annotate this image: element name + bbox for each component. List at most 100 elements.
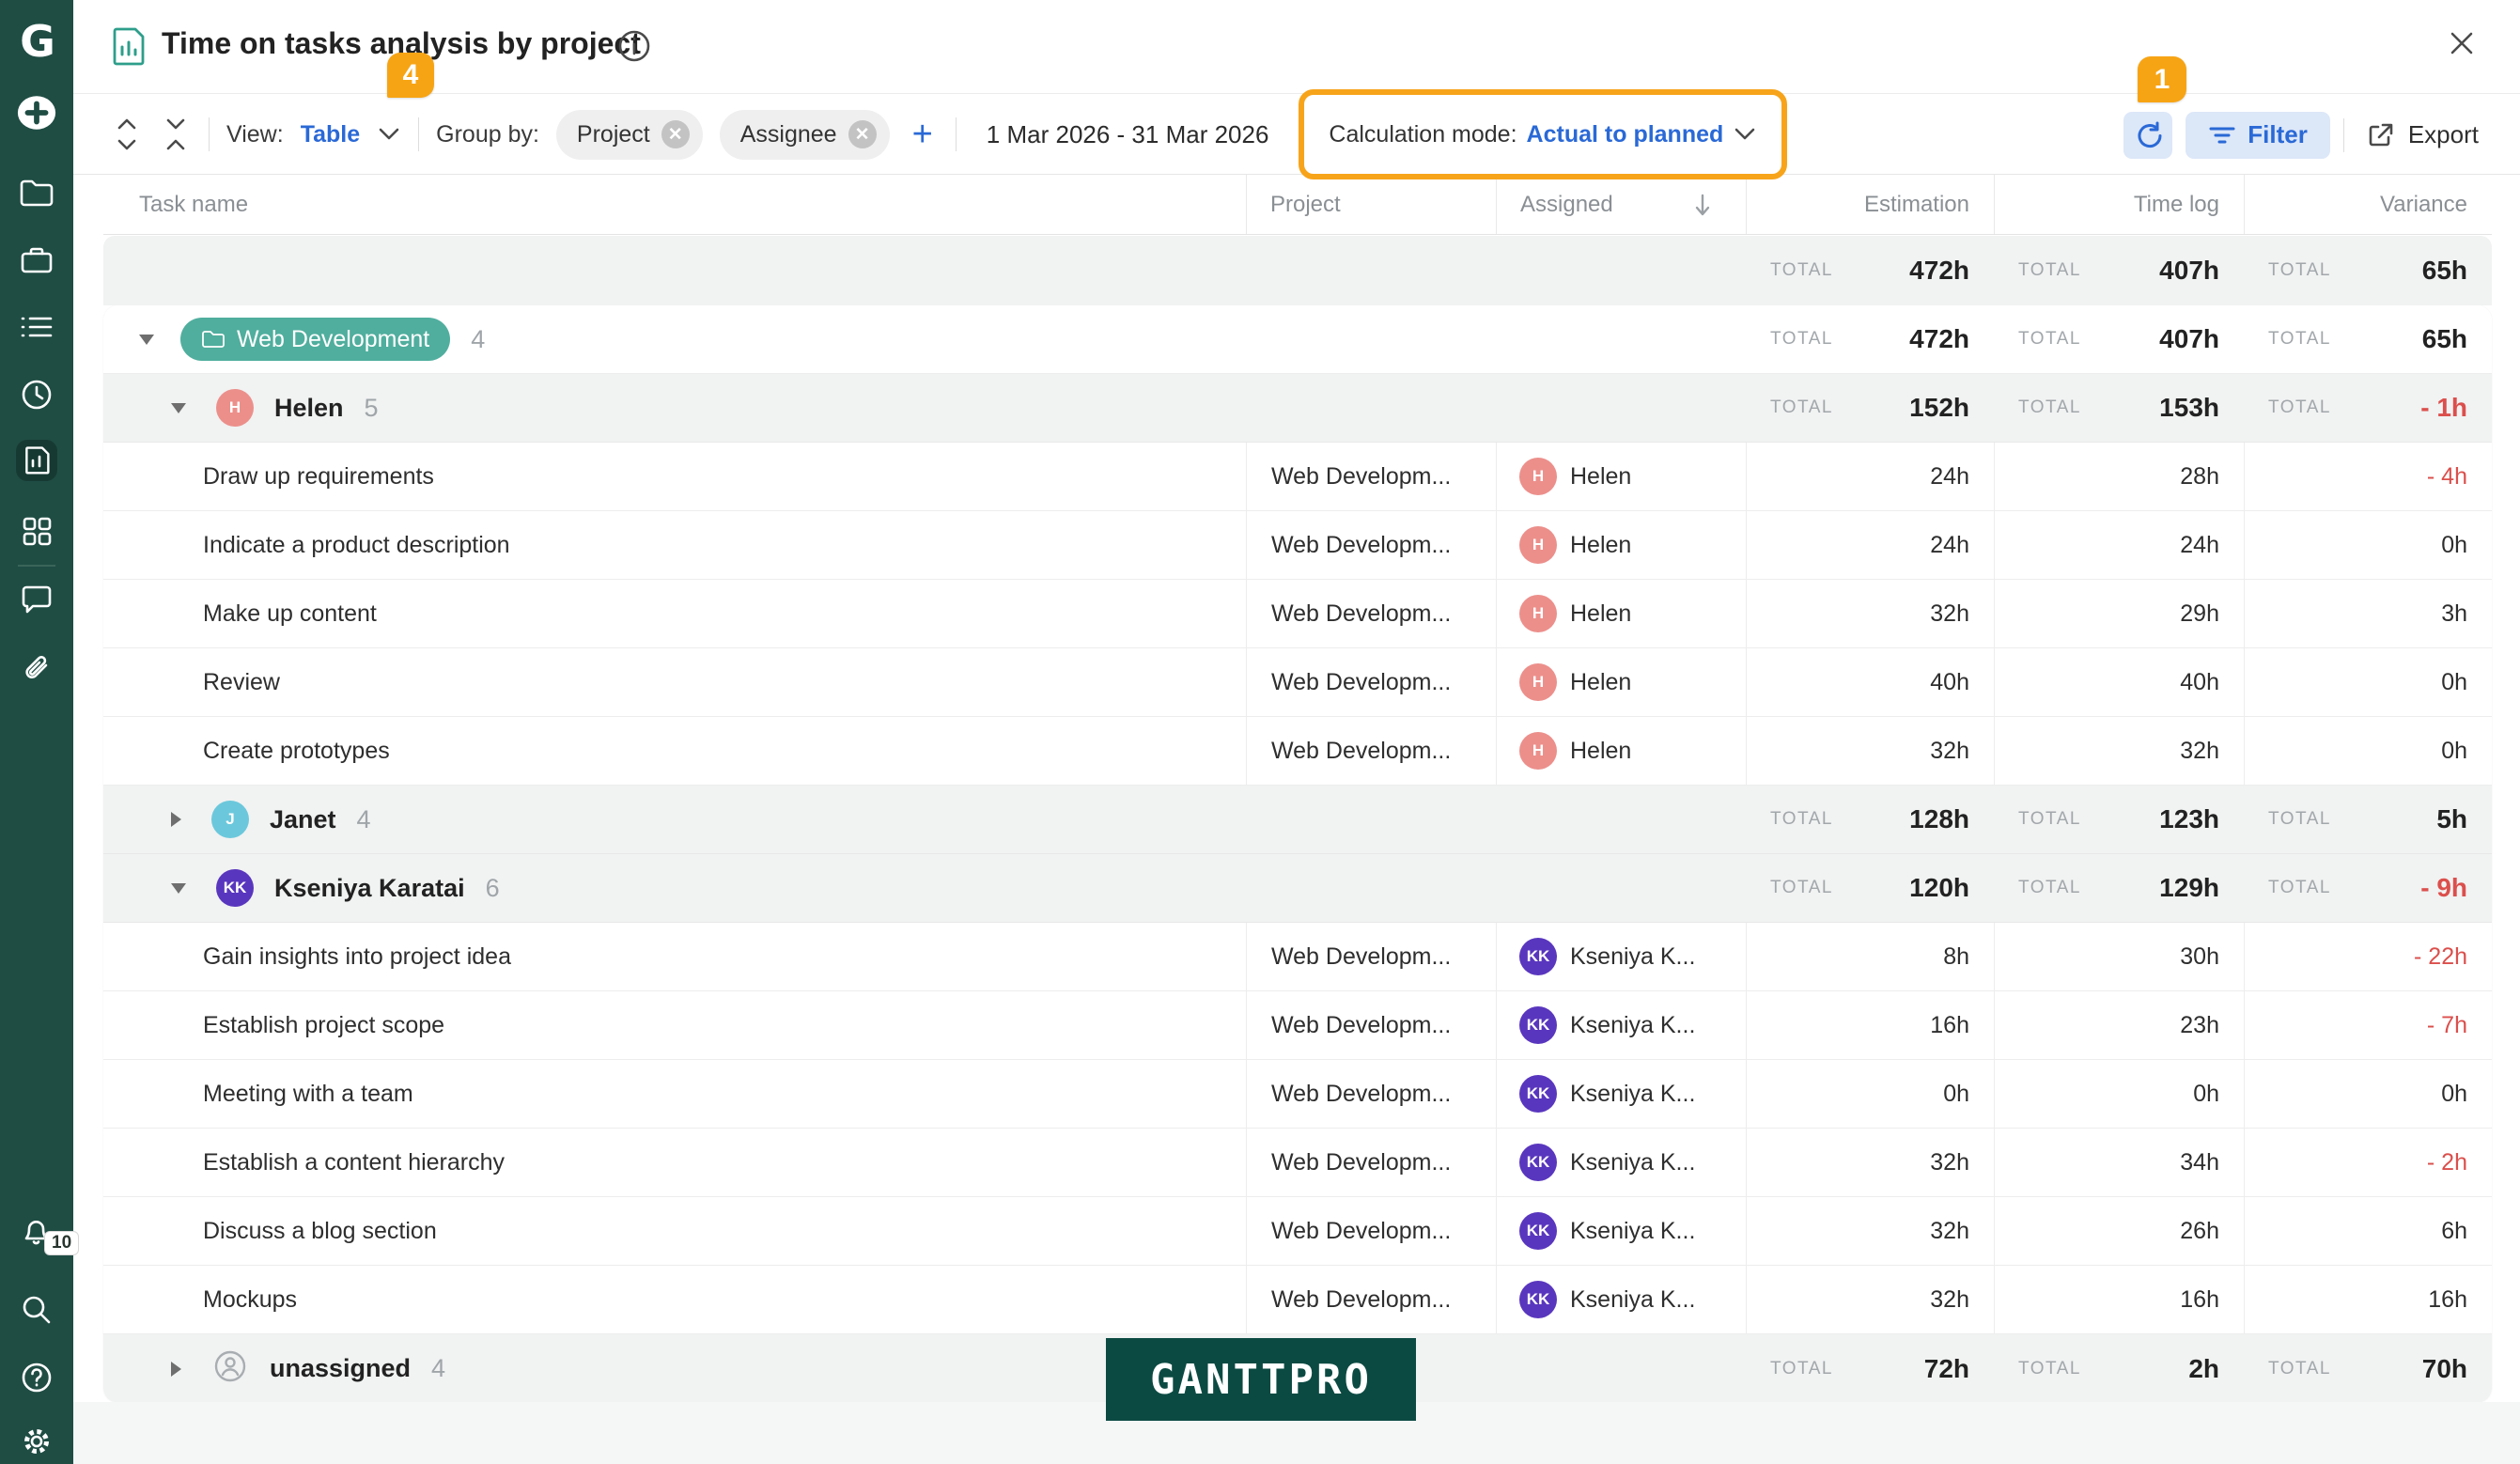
task-assignee-cell: H Helen bbox=[1496, 648, 1746, 716]
person-group-cell: H Helen 5 bbox=[103, 374, 1746, 442]
sidebar-item-notifications[interactable]: 10 bbox=[16, 1210, 80, 1255]
project-group-cell: Web Development 4 bbox=[103, 305, 1746, 373]
expand-caret-icon[interactable] bbox=[171, 812, 181, 827]
grid-icon bbox=[23, 517, 52, 546]
sidebar-divider bbox=[18, 565, 55, 567]
group-row-person[interactable]: KK Kseniya Karatai 6 TOTAL 120h TOTAL 129h TOTA… bbox=[103, 854, 2492, 923]
task-time-log-cell: 0h bbox=[1994, 1060, 2244, 1128]
assignee-name: Kseniya K... bbox=[1570, 942, 1696, 970]
project-pill[interactable]: Web Development bbox=[180, 318, 451, 361]
refresh-button[interactable] bbox=[2123, 111, 2173, 159]
column-header-task-name[interactable]: Task name bbox=[139, 191, 249, 217]
sidebar-item-tasks[interactable] bbox=[16, 306, 57, 348]
sidebar-item-comments[interactable] bbox=[16, 579, 57, 620]
total-value: 123h bbox=[2159, 804, 2219, 833]
assignee: KK Kseniya K... bbox=[1497, 1212, 1695, 1250]
task-row[interactable]: Draw up requirements Web Developm... H Hele… bbox=[103, 443, 2492, 511]
group-row-project[interactable]: Web Development 4 TOTAL 472h TOTAL 407h TOTAL 6… bbox=[103, 305, 2492, 374]
expand-all-button[interactable] bbox=[111, 115, 143, 154]
calculation-mode-highlight: Calculation mode: Actual to planned bbox=[1299, 89, 1788, 179]
column-header-assigned[interactable]: Assigned bbox=[1496, 175, 1746, 234]
person-name: Kseniya Karatai bbox=[274, 873, 465, 902]
collapse-caret-icon[interactable] bbox=[139, 334, 154, 345]
export-button[interactable]: Export bbox=[2357, 120, 2486, 150]
collapse-caret-icon[interactable] bbox=[171, 882, 186, 894]
sidebar-item-portfolio[interactable] bbox=[16, 240, 57, 281]
assignee: H Helen bbox=[1497, 732, 1631, 770]
task-name-cell: Gain insights into project idea bbox=[203, 942, 511, 970]
info-icon[interactable] bbox=[616, 28, 652, 64]
task-row[interactable]: Establish a content hierarchy Web Develop… bbox=[103, 1129, 2492, 1197]
sidebar-item-search[interactable] bbox=[16, 1289, 57, 1331]
task-variance-cell: 0h bbox=[2244, 511, 2492, 579]
sidebar-item-projects[interactable] bbox=[16, 172, 57, 213]
total-value: 472h bbox=[1909, 324, 1969, 353]
column-header-time-log[interactable]: Time log bbox=[2133, 191, 2219, 217]
task-name-cell: Indicate a product description bbox=[203, 531, 510, 558]
column-header-variance[interactable]: Variance bbox=[2380, 191, 2467, 217]
sidebar-item-workspaces[interactable] bbox=[16, 510, 57, 552]
total-value: 2h bbox=[2188, 1353, 2219, 1383]
total-label: TOTAL bbox=[2268, 329, 2331, 349]
assignee-name: Helen bbox=[1570, 668, 1632, 695]
table-header: Task name Project Assigned Estimation Ti… bbox=[103, 175, 2492, 235]
task-row[interactable]: Gain insights into project idea Web Devel… bbox=[103, 923, 2492, 991]
group-total-estimation: TOTAL 472h bbox=[1746, 305, 1994, 373]
chevron-down-icon[interactable] bbox=[1733, 126, 1757, 143]
person-name: Helen bbox=[274, 393, 344, 422]
add-button[interactable] bbox=[16, 92, 57, 133]
total-label: TOTAL bbox=[1770, 329, 1833, 349]
remove-chip-icon[interactable]: ✕ bbox=[661, 120, 690, 148]
task-row[interactable]: Meeting with a team Web Developm... KK Ksen… bbox=[103, 1060, 2492, 1129]
collapse-all-button[interactable] bbox=[160, 115, 192, 154]
task-project-cell: Web Developm... bbox=[1246, 511, 1496, 579]
task-row[interactable]: Review Web Developm... H Helen 40h 40h 0h bbox=[103, 648, 2492, 717]
sort-desc-icon[interactable] bbox=[1693, 193, 1712, 217]
view-selector[interactable]: Table bbox=[300, 120, 361, 148]
task-project-cell: Web Developm... bbox=[1246, 1266, 1496, 1333]
calculation-mode-value[interactable]: Actual to planned bbox=[1526, 120, 1724, 148]
expand-all-icon bbox=[117, 118, 136, 150]
avatar: H bbox=[1519, 595, 1557, 632]
assignee: KK Kseniya K... bbox=[1497, 1281, 1695, 1318]
chevron-down-icon[interactable] bbox=[377, 126, 401, 143]
task-name-cell: Make up content bbox=[203, 600, 377, 627]
collapse-caret-icon[interactable] bbox=[171, 402, 186, 413]
filter-button[interactable]: Filter bbox=[2186, 111, 2330, 159]
sidebar-item-time-tracking[interactable] bbox=[16, 374, 57, 415]
task-row[interactable]: Establish project scope Web Developm... KK… bbox=[103, 991, 2492, 1060]
question-icon bbox=[22, 1363, 52, 1393]
sidebar-item-settings[interactable] bbox=[16, 1421, 57, 1462]
task-project-cell: Web Developm... bbox=[1246, 923, 1496, 990]
remove-chip-icon[interactable]: ✕ bbox=[848, 120, 877, 148]
task-row[interactable]: Discuss a blog section Web Developm... KK K… bbox=[103, 1197, 2492, 1266]
task-row[interactable]: Make up content Web Developm... H Helen 32h 2… bbox=[103, 580, 2492, 648]
task-row[interactable]: Create prototypes Web Developm... H Helen 32… bbox=[103, 717, 2492, 786]
task-project-cell: Web Developm... bbox=[1246, 1129, 1496, 1196]
task-row[interactable]: Indicate a product description Web Develo… bbox=[103, 511, 2492, 580]
group-chip-project[interactable]: Project ✕ bbox=[555, 109, 703, 160]
avatar: KK bbox=[1519, 1281, 1557, 1318]
group-row-person[interactable]: H Helen 5 TOTAL 152h TOTAL 153h TOTAL - 1h bbox=[103, 374, 2492, 443]
total-value: 407h bbox=[2159, 324, 2219, 353]
column-header-estimation[interactable]: Estimation bbox=[1863, 191, 1969, 217]
group-total-variance: TOTAL 5h bbox=[2244, 786, 2492, 853]
task-time-log-cell: 16h bbox=[1994, 1266, 2244, 1333]
report-table: Task name Project Assigned Estimation Ti… bbox=[103, 175, 2492, 1403]
add-group-button[interactable]: + bbox=[911, 115, 933, 154]
avatar: H bbox=[1519, 732, 1557, 770]
column-header-project[interactable]: Project bbox=[1270, 191, 1341, 217]
sidebar-item-help[interactable] bbox=[16, 1357, 57, 1398]
ganttpro-logo[interactable]: G bbox=[20, 16, 55, 67]
group-chip-assignee[interactable]: Assignee ✕ bbox=[719, 109, 890, 160]
sidebar-item-attachments[interactable] bbox=[16, 648, 57, 690]
close-button[interactable] bbox=[2443, 24, 2481, 62]
task-row[interactable]: Mockups Web Developm... KK Kseniya K... 32h 1… bbox=[103, 1266, 2492, 1334]
group-row-person[interactable]: J Janet 4 TOTAL 128h TOTAL 123h TOTAL 5h bbox=[103, 786, 2492, 854]
assignee-name: Helen bbox=[1570, 600, 1632, 627]
date-range[interactable]: 1 Mar 2026 - 31 Mar 2026 bbox=[986, 119, 1269, 148]
group-total-time-log: TOTAL 2h bbox=[1994, 1334, 2244, 1403]
sidebar-item-reports-active[interactable] bbox=[16, 440, 57, 481]
task-time-log-cell: 24h bbox=[1994, 511, 2244, 579]
expand-caret-icon[interactable] bbox=[171, 1361, 181, 1377]
